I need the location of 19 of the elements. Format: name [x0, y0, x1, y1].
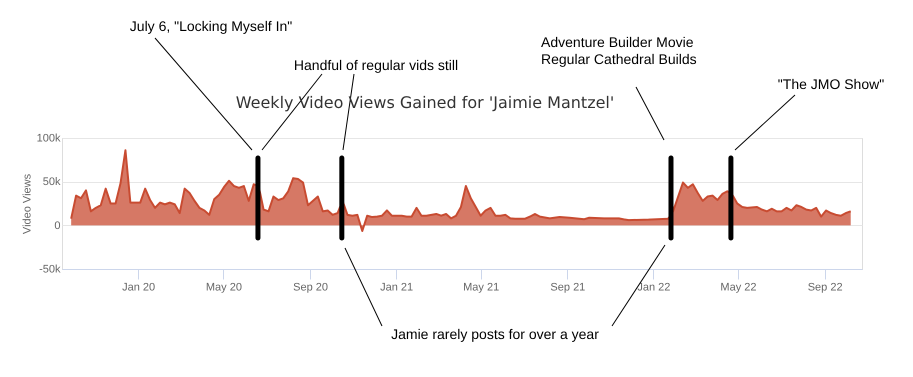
x-tick-label: May 20	[206, 282, 242, 294]
x-tick-label: May 22	[720, 282, 756, 294]
y-axis-title: Video Views	[22, 173, 34, 234]
x-tick-label: Sep 21	[550, 282, 586, 294]
y-tick-label: 0	[54, 220, 60, 232]
text: Jamie rarely posts for over a year	[391, 326, 600, 342]
text: Adventure Builder Movie Regular Cathedral Builds	[541, 34, 697, 67]
x-tick-label: Jan 20	[122, 282, 156, 294]
text: July 6, "Locking Myself In"	[130, 18, 292, 34]
y-tick-label: -50k	[39, 264, 61, 276]
y-tick-label: 50k	[42, 176, 61, 188]
x-tick-label: May 21	[463, 282, 500, 294]
x-tick-label: Jan 22	[637, 282, 670, 294]
text: "The JMO Show"	[778, 76, 884, 92]
y-tick-label: 100k	[36, 132, 61, 144]
text: Handful of regular vids still	[294, 57, 458, 73]
x-tick-label: Jan 21	[380, 282, 414, 294]
x-tick-label: Sep 22	[808, 282, 843, 294]
x-tick-label: Sep 20	[293, 282, 328, 294]
